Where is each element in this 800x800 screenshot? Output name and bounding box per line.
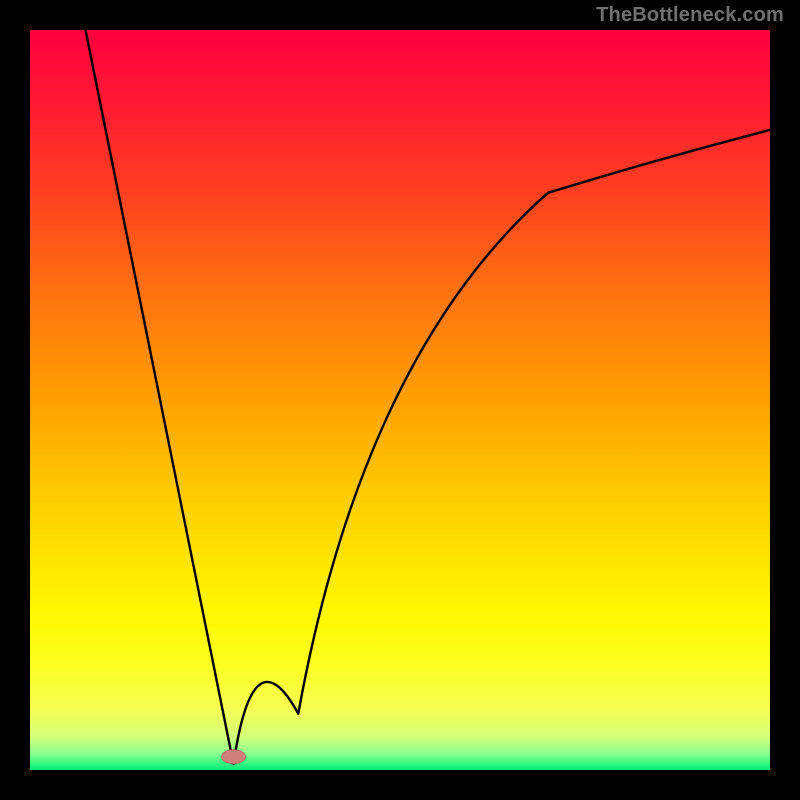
watermark-text: TheBottleneck.com xyxy=(596,4,784,27)
plot-area xyxy=(30,30,770,770)
gradient-background xyxy=(30,30,770,770)
dip-marker xyxy=(222,750,246,764)
plot-svg xyxy=(30,30,770,770)
